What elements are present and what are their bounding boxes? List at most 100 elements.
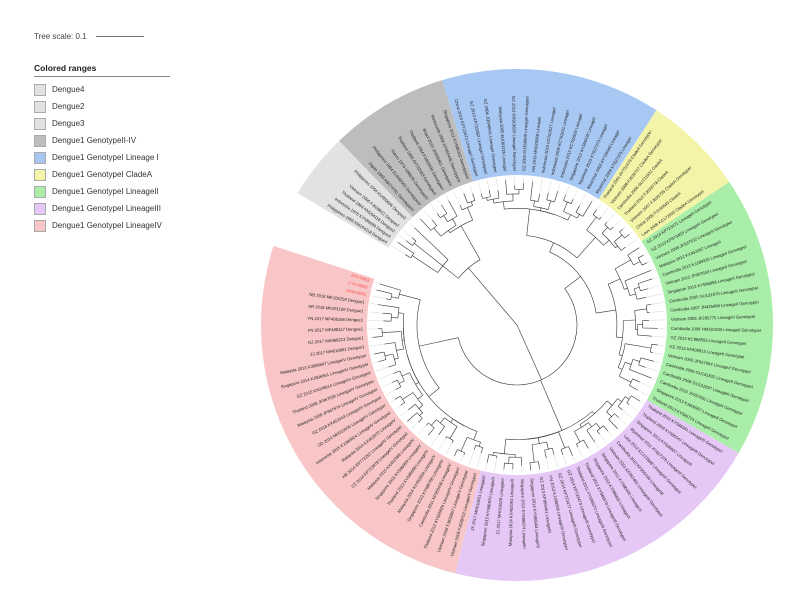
tree-branch: [504, 462, 513, 464]
range-sector-dengue1-genotypei-cladea: [598, 110, 730, 242]
tree-branch: [604, 222, 608, 225]
tree-branch: [405, 240, 413, 246]
leaf-label: Vietnam 2006 JF295775 LineageII Genotype…: [671, 314, 756, 322]
leaf-guide: [553, 454, 558, 468]
leaf-guide: [613, 219, 621, 228]
tree-branch: [610, 226, 614, 231]
tree-branch: [415, 382, 419, 385]
leaf-guide: [468, 449, 475, 466]
tree-branch: [503, 201, 505, 210]
tree-branch: [632, 359, 640, 362]
leaf-guide: [579, 193, 586, 206]
leaf-guide: [606, 213, 615, 223]
legend-item: Dengue4: [34, 81, 170, 98]
tree-branch: [443, 215, 448, 222]
tree-branch: [616, 336, 623, 339]
leaf-guide: [594, 442, 599, 449]
tree-branch: [577, 214, 580, 219]
legend-label: Dengue3: [52, 119, 85, 128]
tree-branch: [538, 194, 540, 202]
leaf-guide: [617, 428, 621, 432]
tree-branch: [386, 298, 391, 300]
leaf-guide: [649, 311, 665, 313]
tree-branch: [546, 199, 555, 203]
tree-branch: [618, 354, 623, 357]
tree-branch: [629, 385, 638, 391]
leaf-label: GZ 2002 EU359008 LineageI GenotypeI: [521, 96, 529, 171]
tree-branch: [436, 213, 441, 218]
tree-branch: [394, 395, 401, 400]
colored-range-sectors: [261, 68, 773, 581]
tree-branch: [638, 278, 653, 284]
tree-branch: [637, 334, 652, 337]
leaf-guide: [430, 204, 438, 214]
legend-label: Dengue1 GenotypeI LineageII: [52, 187, 159, 196]
tree-branch: [640, 357, 654, 362]
tree-branch: [419, 337, 459, 347]
tree-branch: [417, 395, 423, 400]
tree-branch: [416, 299, 440, 389]
range-sector-dengue4: [297, 174, 396, 248]
legend-swatch: [34, 168, 46, 181]
tree-branch: [412, 255, 438, 273]
tree-branch: [634, 286, 640, 290]
tree-branch: [488, 189, 491, 197]
legend-swatch: [34, 117, 46, 130]
tree-branch: [619, 375, 632, 383]
leaf-guide: [438, 438, 446, 451]
tree-branch: [382, 312, 392, 315]
tree-branch: [606, 398, 618, 412]
tree-branch: [492, 199, 495, 204]
leaf-guide: [399, 235, 407, 241]
tree-branch: [592, 411, 595, 415]
tree-branch: [547, 200, 551, 210]
leaf-label: FN 2017 MF488117 Dengue1: [308, 326, 364, 333]
tree-branch: [398, 312, 404, 314]
tree-branch: [486, 454, 490, 463]
tree-branch: [626, 395, 632, 403]
tree-scale-bar: [95, 36, 144, 37]
tree-branch: [459, 204, 463, 210]
tree-branch: [451, 440, 454, 444]
leaf-guide: [452, 455, 455, 459]
tree-branch: [537, 437, 540, 444]
leaf-label: Singapore 2013 KY586874 LineageIII: [520, 479, 527, 549]
tree-branch: [438, 426, 445, 435]
tree-branch: [384, 353, 394, 357]
leaf-guide: [639, 400, 643, 404]
tree-branch: [449, 426, 458, 439]
tree-branch: [374, 351, 385, 355]
leaf-guide: [557, 183, 561, 192]
tree-branch: [563, 200, 572, 204]
tree-scale-label: Tree scale: 0.1: [34, 32, 87, 41]
tree-branch: [414, 227, 449, 260]
tree-branch: [614, 259, 631, 270]
leaf-guide: [653, 361, 661, 364]
tree-branch: [400, 331, 404, 349]
range-sector-dengue3: [323, 140, 413, 227]
tree-branch: [450, 418, 454, 423]
tree-branch: [460, 225, 481, 260]
tree-branch: [624, 362, 632, 365]
leaf-guide: [369, 311, 383, 314]
tree-branch: [487, 197, 500, 201]
tree-branch: [603, 425, 609, 432]
tree-branch: [632, 378, 640, 383]
range-sector-dengue1-genotypei-lineageiii: [455, 400, 739, 581]
tree-branch: [433, 227, 442, 237]
leaf-guide: [599, 434, 607, 444]
tree-branch: [428, 387, 440, 397]
tree-branch: [454, 449, 458, 457]
leaf-guide: [647, 285, 660, 289]
tree-branch: [625, 396, 630, 400]
tree-branch: [473, 431, 478, 441]
tree-branch: [641, 262, 648, 266]
tree-branch: [478, 442, 481, 447]
tree-branch: [418, 405, 423, 409]
tree-branch: [473, 445, 476, 451]
leaf-guide: [417, 215, 421, 220]
tree-branch: [629, 293, 636, 296]
tree-branch: [378, 304, 400, 308]
tree-branch: [615, 245, 618, 248]
range-sector-dengue2: [309, 157, 404, 237]
